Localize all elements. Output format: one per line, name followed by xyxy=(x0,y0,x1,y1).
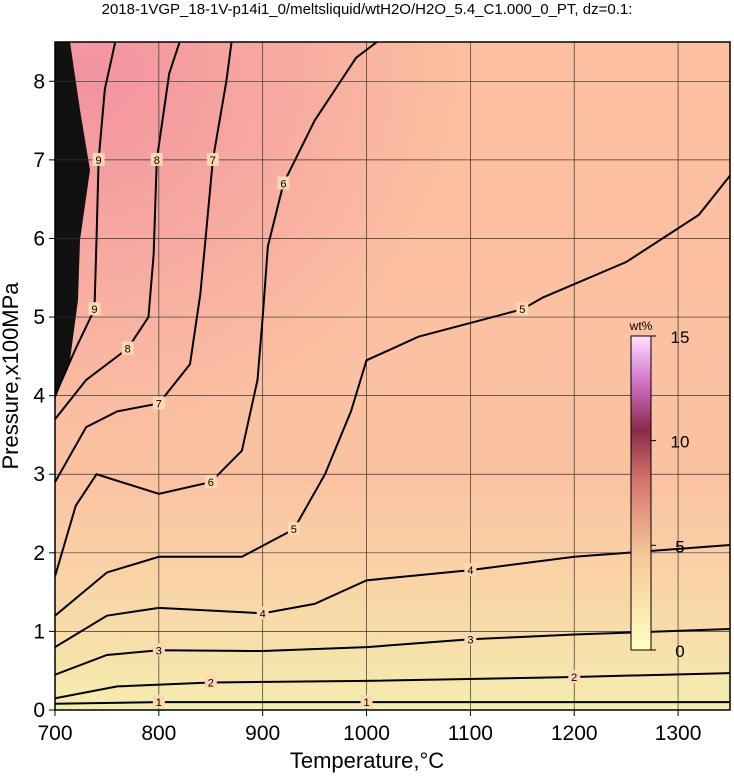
contour-label: 8 xyxy=(154,155,160,167)
y-tick-label: 6 xyxy=(33,227,45,250)
contour-line xyxy=(55,628,730,676)
contour-label: 4 xyxy=(467,565,473,577)
contour-label-bg xyxy=(516,302,529,316)
contour-label: 6 xyxy=(208,477,214,489)
y-tick-label: 5 xyxy=(33,306,45,329)
y-tick-label: 4 xyxy=(33,385,45,408)
colorbar-tick-label: 5 xyxy=(675,537,684,556)
contour-line xyxy=(55,174,730,617)
contour-label-bg xyxy=(277,176,290,190)
colorbar-tick-label: 10 xyxy=(671,433,690,452)
y-tick-label: 2 xyxy=(33,542,45,565)
x-tick-label: 1100 xyxy=(448,722,493,745)
contour-label-bg xyxy=(568,669,581,683)
contour-label-bg xyxy=(150,152,163,166)
y-axis-label: Pressure,x100MPa xyxy=(0,282,23,470)
contour-label: 1 xyxy=(156,697,162,709)
contour-line xyxy=(55,672,730,700)
contour-line xyxy=(55,42,378,577)
plot-area xyxy=(55,42,730,710)
contour-label: 8 xyxy=(125,343,131,355)
contour-label-bg xyxy=(121,341,134,355)
x-tick-label: 700 xyxy=(37,722,72,745)
contour-label: 4 xyxy=(260,608,266,620)
colorbar-tick-label: 0 xyxy=(675,642,684,661)
colorbar: wt% 0 5 10 15 xyxy=(629,319,690,661)
y-tick-label: 7 xyxy=(33,149,45,172)
y-tick-label: 1 xyxy=(33,620,45,643)
contour-label: 1 xyxy=(363,697,369,709)
contour-label-bg xyxy=(204,675,217,689)
contour-label: 5 xyxy=(291,524,297,536)
plot-frame xyxy=(54,41,731,711)
contour-label: 7 xyxy=(156,399,162,411)
x-tick-label: 800 xyxy=(141,722,176,745)
contour-label-bg xyxy=(152,695,165,709)
contour-label-bg xyxy=(206,152,219,166)
contour-line xyxy=(55,701,730,705)
contour-label-bg xyxy=(92,152,105,166)
contour-label: 5 xyxy=(519,304,525,316)
contour-label-bg xyxy=(204,475,217,489)
contour-line xyxy=(55,543,730,648)
contour-label-bg xyxy=(464,632,477,646)
x-axis-label: Temperature,°C xyxy=(290,748,444,773)
x-tick-label: 1200 xyxy=(551,722,598,745)
contour-label-bg xyxy=(152,396,165,410)
colorbar-label: wt% xyxy=(629,319,653,333)
contour-label-bg xyxy=(360,695,373,709)
contour-line xyxy=(55,42,233,483)
contour-label-bg xyxy=(88,302,101,316)
y-tick-label: 3 xyxy=(33,463,45,486)
background-shade xyxy=(55,42,730,710)
colorbar-scale xyxy=(630,335,652,651)
x-tick-label: 1000 xyxy=(343,722,390,745)
x-tick-label: 1300 xyxy=(655,722,702,745)
contour-line xyxy=(55,42,117,397)
contours: 1 1 2 2 3 3 4 4 5 5 6 6 7 7 8 8 9 9 xyxy=(55,42,730,709)
contour-label-bg xyxy=(152,643,165,657)
y-tick-label: 8 xyxy=(33,70,45,93)
y-tick-label: 0 xyxy=(33,699,45,722)
contour-line xyxy=(55,42,181,420)
contour-label: 2 xyxy=(208,677,214,689)
x-tick-label: 900 xyxy=(245,722,280,745)
contour-label: 2 xyxy=(571,672,577,684)
contour-label-bg xyxy=(256,606,269,620)
dense-contours xyxy=(55,42,90,400)
contour-label-bg xyxy=(287,522,300,536)
contour-label: 9 xyxy=(91,304,97,316)
contour-label-bg xyxy=(464,563,477,577)
contour-label: 9 xyxy=(96,155,102,167)
contour-label: 6 xyxy=(280,178,286,190)
contour-label: 3 xyxy=(467,634,473,646)
chart-title: 2018-1VGP_18-1V-p14i1_0/meltsliquid/wtH2… xyxy=(102,1,633,18)
contour-label: 7 xyxy=(210,155,216,167)
colorbar-tick-label: 15 xyxy=(671,328,690,347)
contour-label: 3 xyxy=(156,645,162,657)
